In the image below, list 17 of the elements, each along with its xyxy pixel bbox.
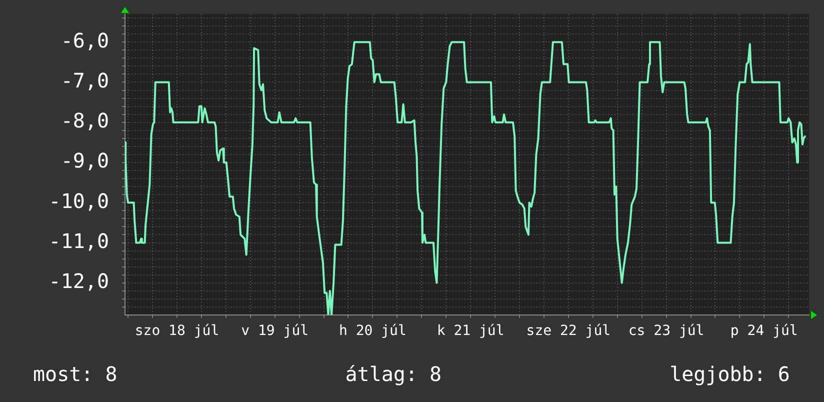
- x-tick-label: sze 22 júl: [526, 323, 611, 340]
- x-tick-label: h 20 júl: [338, 323, 406, 340]
- text: legjobb: 6: [670, 362, 790, 386]
- y-tick-label: -6,0: [60, 28, 109, 52]
- x-tick-label: k 21 júl: [436, 323, 504, 340]
- y-tick-label: -11,0: [48, 228, 109, 253]
- x-tick-label: p 24 júl: [730, 323, 798, 340]
- x-tick-label: cs 23 júl: [628, 323, 704, 340]
- y-tick-label: -9,0: [60, 148, 109, 173]
- text: átlag: 8: [345, 362, 442, 386]
- y-tick-label: -7,0: [60, 68, 109, 92]
- text: most: 8: [33, 362, 118, 386]
- x-tick-label: v 19 júl: [241, 323, 309, 340]
- y-tick-label: -8,0: [60, 108, 109, 133]
- y-tick-label: -10,0: [48, 188, 109, 213]
- x-tick-label: szo 18 júl: [134, 323, 220, 340]
- y-tick-label: -12,0: [48, 269, 109, 294]
